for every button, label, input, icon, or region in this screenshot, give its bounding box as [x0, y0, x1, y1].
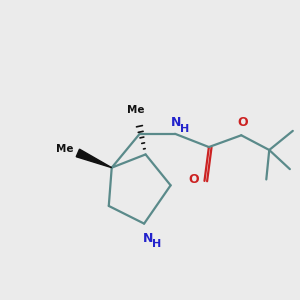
- Text: N: N: [170, 116, 181, 128]
- Polygon shape: [76, 149, 112, 168]
- Text: N: N: [142, 232, 153, 245]
- Text: H: H: [180, 124, 189, 134]
- Text: O: O: [188, 173, 199, 186]
- Text: O: O: [237, 116, 248, 129]
- Text: Me: Me: [127, 105, 144, 115]
- Text: H: H: [152, 239, 161, 249]
- Text: Me: Me: [56, 144, 74, 154]
